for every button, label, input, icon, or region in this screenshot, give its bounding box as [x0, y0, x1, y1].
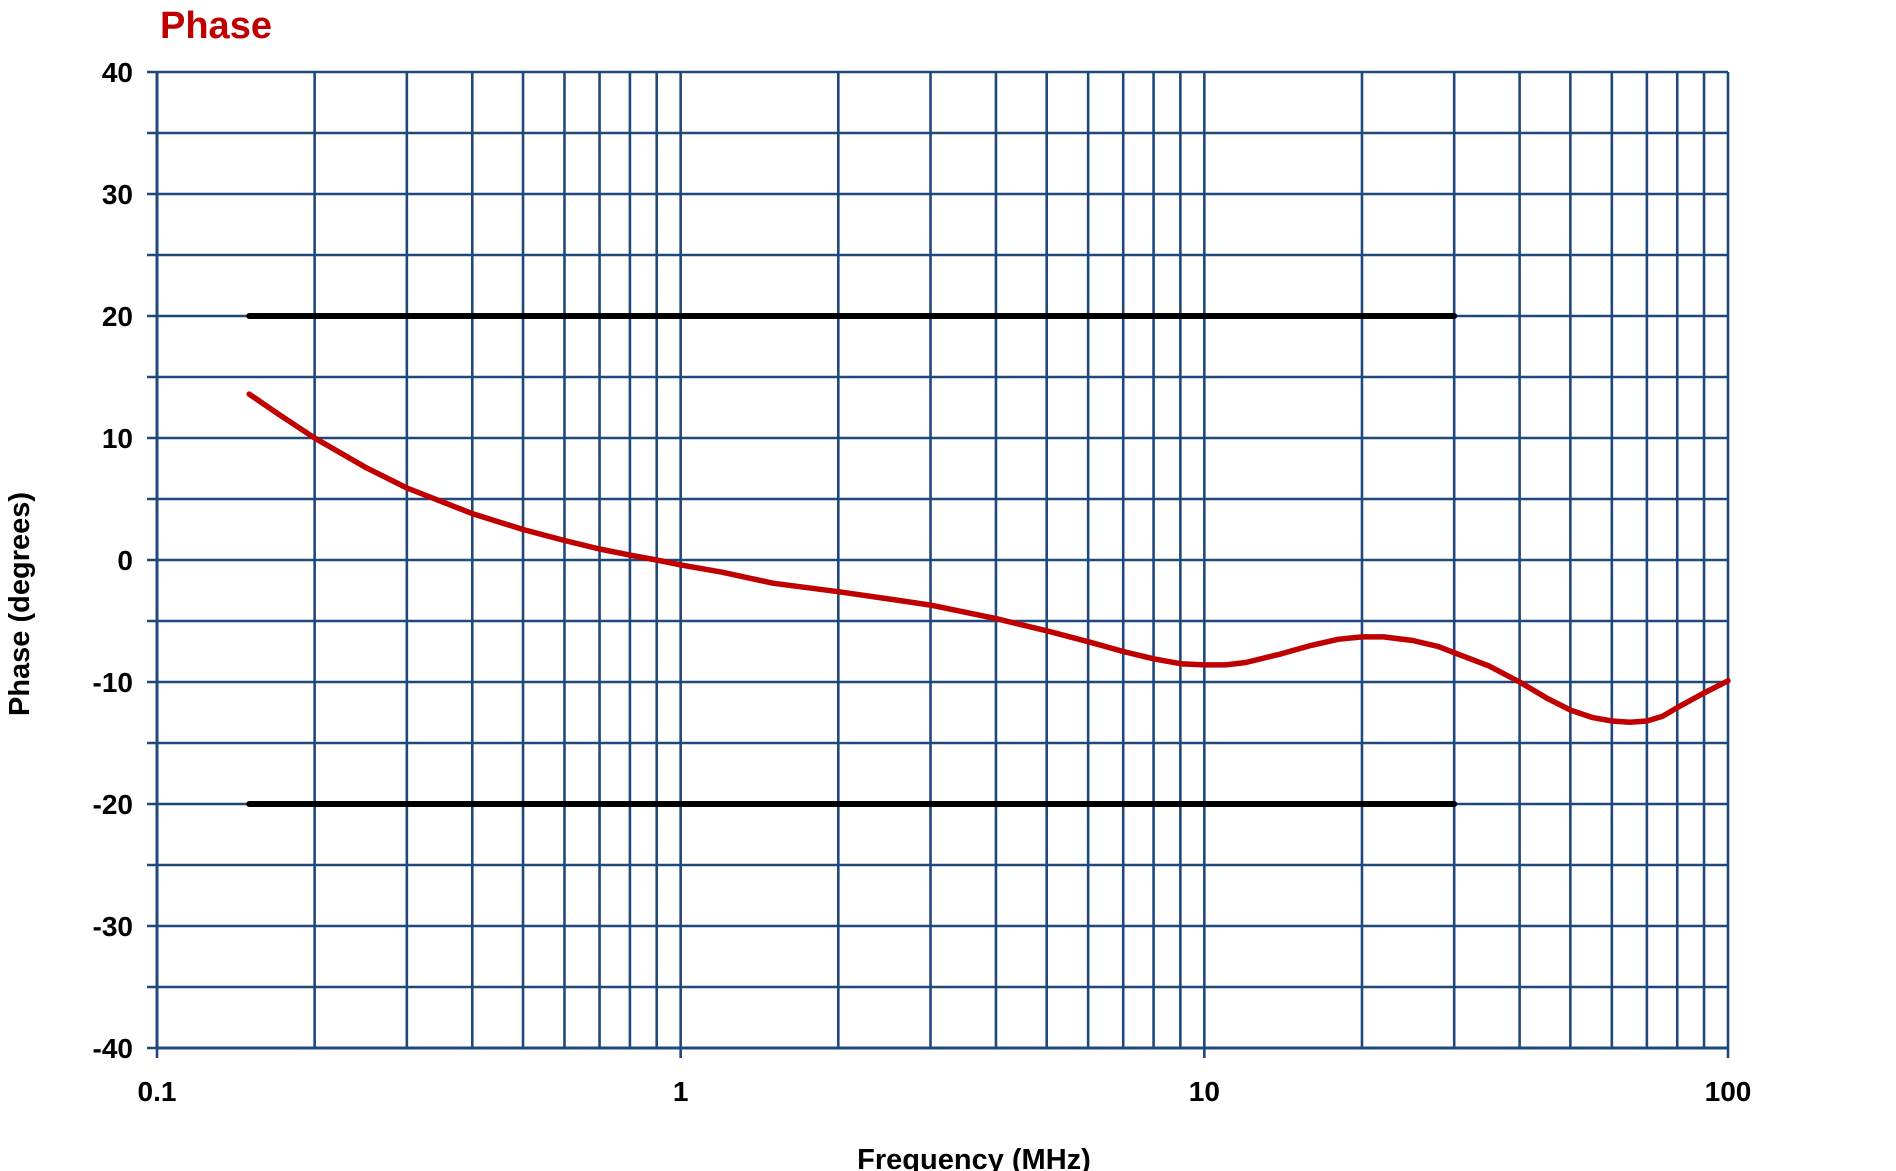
y-tick-label: 0: [117, 545, 133, 576]
y-tick-label: 40: [102, 57, 133, 88]
phase-curve: [246, 391, 1731, 726]
y-tick-label: -10: [93, 667, 133, 698]
y-axis-label: Phase (degrees): [4, 492, 36, 716]
y-tick-label: 10: [102, 423, 133, 454]
y-tick-label: -40: [93, 1033, 133, 1064]
x-axis-label: Frequency (MHz): [857, 1144, 1091, 1171]
x-tick-label: 0.1: [138, 1076, 177, 1107]
x-tick-labels: 0.1 1 10 100: [138, 1076, 1752, 1107]
chart-title: Phase: [160, 5, 272, 47]
x-tick-label: 10: [1189, 1076, 1220, 1107]
series: [246, 313, 1731, 807]
y-tick-labels: 40 30 20 10 0 -10 -20 -30 -40: [93, 57, 133, 1064]
y-tick-label: 30: [102, 179, 133, 210]
x-tick-label: 100: [1705, 1076, 1752, 1107]
y-tick-label: -30: [93, 911, 133, 942]
y-tick-label: -20: [93, 789, 133, 820]
axes: [155, 72, 1728, 1050]
x-tick-label: 1: [673, 1076, 689, 1107]
y-tick-label: 20: [102, 301, 133, 332]
grid: [147, 70, 1730, 1058]
